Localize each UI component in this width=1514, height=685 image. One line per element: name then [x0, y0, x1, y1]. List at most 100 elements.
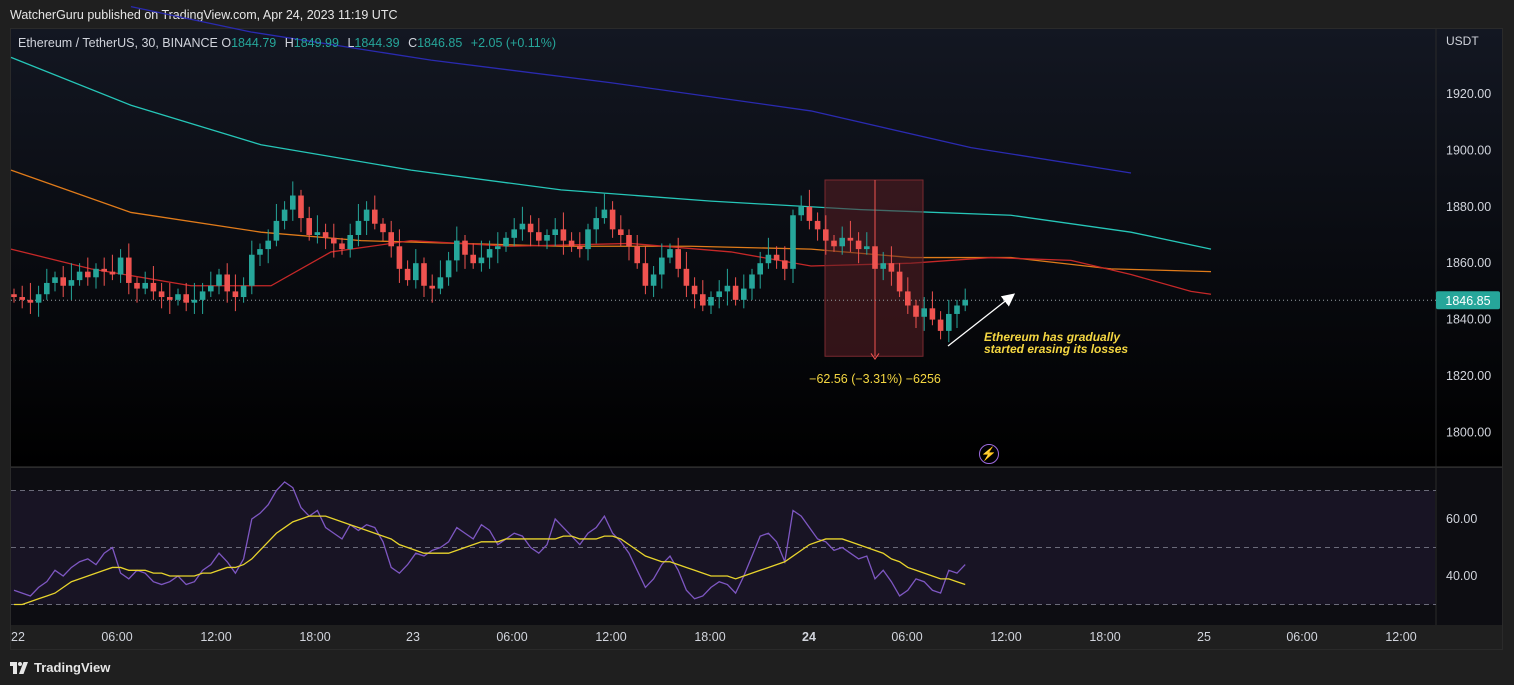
candle-body — [437, 277, 444, 289]
rsi-pane: 60.00 40.00 — [11, 481, 1477, 606]
candle — [249, 240, 255, 295]
candle — [355, 203, 362, 247]
last-price-badge: 1846.85 — [1436, 291, 1500, 310]
candle — [117, 249, 124, 283]
candle-body — [577, 246, 583, 250]
candle-body — [183, 294, 189, 303]
candle-body — [905, 291, 911, 306]
candle-body — [454, 240, 460, 261]
candle-body — [462, 240, 468, 255]
candle — [404, 260, 411, 286]
time-tick-label: 12:00 — [595, 630, 626, 644]
candle — [93, 263, 99, 289]
candle-body — [175, 294, 181, 300]
candle-body — [298, 195, 304, 219]
candle-body — [954, 305, 960, 314]
candle — [495, 232, 501, 264]
candle-body — [757, 263, 763, 275]
candle — [19, 285, 25, 309]
candle — [35, 285, 42, 317]
candle — [216, 268, 222, 295]
candle — [749, 268, 755, 300]
candle — [322, 223, 329, 250]
candle-body — [142, 282, 148, 289]
candle-body — [675, 249, 681, 269]
chart-frame[interactable] — [10, 28, 1503, 650]
candle — [150, 266, 157, 300]
candle — [257, 243, 263, 267]
close-label: C — [408, 36, 418, 50]
candle-body — [93, 268, 99, 278]
candle-body — [117, 257, 124, 275]
candle-body — [249, 254, 255, 286]
ema-line-1 — [10, 56, 1212, 250]
measure-tool: −62.56 (−3.31%) −6256 — [809, 179, 941, 386]
candle — [314, 215, 321, 244]
candle — [478, 240, 485, 272]
candle — [413, 249, 419, 289]
price-tick-label: 1880.00 — [1446, 200, 1491, 214]
candle-body — [782, 260, 788, 269]
candle-body — [445, 260, 452, 278]
candle-body — [322, 232, 329, 238]
annotation-line-1: Ethereum has gradually — [984, 330, 1121, 344]
candle-body — [511, 229, 517, 238]
candle-body — [741, 288, 747, 300]
candle-body — [552, 229, 558, 235]
candle-body — [429, 285, 435, 289]
candle-body — [290, 195, 296, 210]
candle-body — [601, 209, 608, 219]
candle-body — [716, 291, 722, 298]
candle-body — [790, 215, 796, 269]
price-tick-label: 1840.00 — [1446, 313, 1491, 327]
candle — [486, 240, 493, 269]
candle-body — [946, 313, 952, 331]
symbol-legend[interactable]: Ethereum / TetherUS, 30, BINANCE O1844.7… — [18, 36, 561, 50]
measure-label: −62.56 (−3.31%) −6256 — [809, 372, 941, 386]
candle-body — [76, 271, 83, 281]
ema-line-0 — [130, 5, 1132, 174]
candle — [199, 282, 206, 314]
candle — [577, 232, 583, 258]
time-tick-label: 06:00 — [1286, 630, 1317, 644]
candle-body — [864, 246, 870, 250]
candle — [913, 299, 919, 329]
candle — [937, 311, 944, 340]
candle-body — [921, 308, 927, 317]
candle — [954, 299, 960, 329]
candle — [273, 203, 280, 247]
candle-body — [683, 268, 690, 286]
candle — [896, 263, 903, 298]
candle — [470, 243, 476, 269]
candle-body — [806, 206, 813, 221]
candle — [85, 257, 91, 286]
time-tick-label: 18:00 — [694, 630, 725, 644]
candle — [11, 288, 17, 303]
chart-canvas[interactable]: 1920.00 1900.00 1880.00 1860.00 1840.00 1820.… — [0, 0, 1514, 650]
candle-body — [388, 232, 394, 247]
candle-body — [708, 297, 714, 306]
candle — [568, 232, 575, 252]
candle-body — [101, 268, 107, 272]
candle — [232, 274, 239, 312]
candle — [76, 263, 83, 286]
candle — [642, 246, 649, 295]
candle-body — [872, 246, 878, 269]
candle-body — [659, 257, 665, 275]
candle-body — [216, 274, 222, 286]
candle — [175, 288, 181, 306]
flash-icon[interactable]: ⚡ — [979, 444, 999, 464]
candle-body — [126, 257, 132, 283]
candle-body — [27, 299, 34, 303]
candle — [552, 218, 558, 247]
candle — [306, 206, 312, 241]
candle-body — [60, 277, 66, 286]
candle-body — [167, 297, 173, 300]
candle-body — [937, 319, 944, 331]
currency-label: USDT — [1446, 34, 1479, 48]
published-header: WatcherGuru published on TradingView.com… — [10, 8, 398, 22]
candle-body — [380, 223, 386, 233]
time-tick-label: 06:00 — [496, 630, 527, 644]
candle — [618, 215, 624, 247]
candle-body — [355, 220, 362, 235]
